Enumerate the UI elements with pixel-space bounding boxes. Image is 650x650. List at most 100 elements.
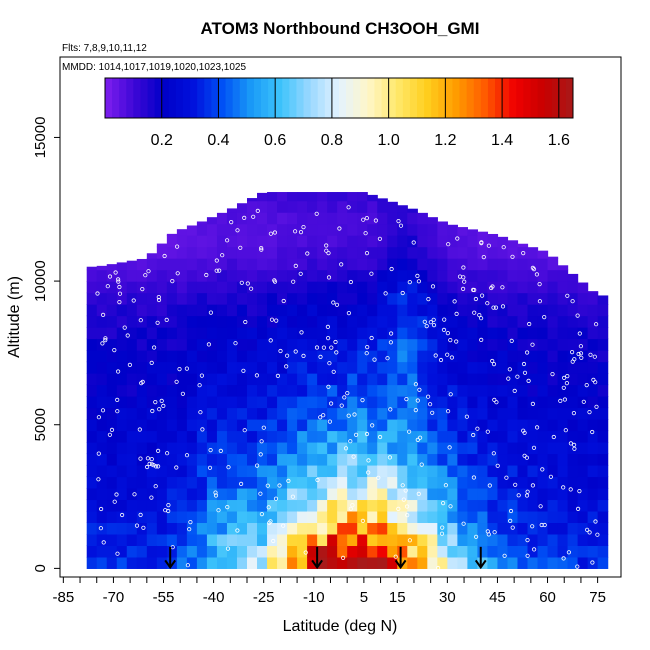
sample-point [540, 467, 545, 472]
sample-point [249, 286, 254, 291]
heatmap-cell [537, 499, 549, 512]
heatmap-cell [146, 510, 158, 524]
heatmap-cell [327, 235, 338, 248]
sample-point [377, 236, 382, 241]
heatmap-cell [467, 327, 479, 340]
heatmap-cell [457, 407, 468, 420]
heatmap-cell [357, 246, 368, 259]
heatmap-cell [297, 235, 308, 248]
heatmap-cell [116, 453, 128, 466]
sample-point [146, 269, 151, 274]
heatmap-cell [467, 396, 479, 409]
sample-point [364, 251, 370, 256]
sample-point [321, 345, 326, 350]
heatmap-cell [377, 430, 388, 443]
heatmap-cell [557, 350, 569, 363]
heatmap-cell [407, 487, 418, 501]
heatmap-cell [477, 304, 489, 317]
heatmap-cell [587, 407, 599, 420]
sample-point [107, 274, 113, 279]
heatmap-cell [377, 269, 388, 282]
heatmap-cell [327, 533, 338, 546]
heatmap-cell [106, 545, 118, 558]
sample-point [274, 318, 279, 323]
heatmap-cell [547, 522, 559, 535]
heatmap-cell [236, 418, 248, 432]
heatmap-cell [337, 430, 348, 443]
sample-point [530, 342, 535, 347]
heatmap-cell [267, 487, 278, 501]
heatmap-cell [287, 235, 298, 248]
heatmap-cell [307, 556, 318, 569]
heatmap-cell [176, 229, 188, 236]
sample-point [411, 240, 416, 245]
colorbar-tick-label: 1.2 [434, 132, 456, 149]
heatmap-cell [427, 217, 438, 225]
heatmap-cell [267, 384, 278, 397]
heatmap-cell [106, 487, 118, 501]
heatmap-cell [267, 533, 278, 546]
heatmap-cell [417, 407, 428, 420]
heatmap-cell [527, 384, 539, 397]
heatmap-cell [577, 327, 589, 340]
heatmap-cell [86, 418, 98, 432]
heatmap-cell [327, 384, 338, 397]
heatmap-cell [86, 453, 98, 466]
sample-point [424, 323, 429, 329]
colorbar-segment [374, 78, 383, 118]
sample-point [507, 367, 512, 372]
sample-point [510, 525, 515, 530]
heatmap-cell [327, 499, 338, 512]
sample-point [508, 518, 513, 524]
sample-point [563, 428, 568, 433]
heatmap-cell [146, 545, 158, 558]
heatmap-cell [287, 407, 298, 420]
heatmap-cell [206, 430, 218, 443]
heatmap-cell [247, 361, 258, 374]
heatmap-cell [467, 246, 479, 259]
heatmap-cell [317, 269, 328, 282]
heatmap-cell [357, 384, 368, 397]
heatmap-cell [337, 315, 348, 328]
heatmap-cell [537, 258, 549, 271]
heatmap-cell [156, 350, 168, 363]
heatmap-cell [176, 545, 188, 558]
sample-point [475, 426, 480, 431]
heatmap-cell [267, 453, 278, 466]
heatmap-cell [277, 292, 288, 305]
sample-point [448, 337, 453, 343]
heatmap-cell [507, 476, 519, 489]
heatmap-cell [417, 292, 428, 305]
sample-point [447, 445, 452, 450]
colorbar-segment [360, 78, 368, 118]
heatmap-cell [407, 396, 418, 409]
heatmap-cell [327, 281, 338, 294]
heatmap-cell [407, 384, 418, 397]
heatmap-cell [467, 373, 479, 386]
heatmap-cell [196, 384, 208, 397]
heatmap-cell [457, 292, 468, 305]
colorbar-segment [431, 78, 439, 118]
colorbar-segment [466, 78, 475, 118]
heatmap-cell [116, 281, 128, 294]
heatmap-cell [457, 510, 468, 524]
colorbar-segment [275, 78, 283, 118]
heatmap-cell [116, 327, 128, 340]
heatmap-cell [206, 246, 218, 259]
heatmap-cell [487, 556, 499, 569]
heatmap-cell [537, 269, 549, 282]
sample-point [491, 451, 496, 456]
sample-point [348, 439, 353, 444]
x-tick-label: 5 [360, 589, 368, 606]
heatmap-cell [447, 522, 458, 535]
heatmap-cell [557, 396, 569, 409]
heatmap-cell [407, 361, 418, 374]
heatmap-cell [216, 510, 228, 524]
heatmap-cell [527, 407, 539, 420]
heatmap-cell [247, 269, 258, 282]
heatmap-cell [347, 223, 358, 236]
heatmap-cell [96, 265, 108, 271]
sample-point [592, 354, 597, 359]
heatmap-cell [247, 338, 258, 351]
heatmap-cell [166, 304, 178, 317]
